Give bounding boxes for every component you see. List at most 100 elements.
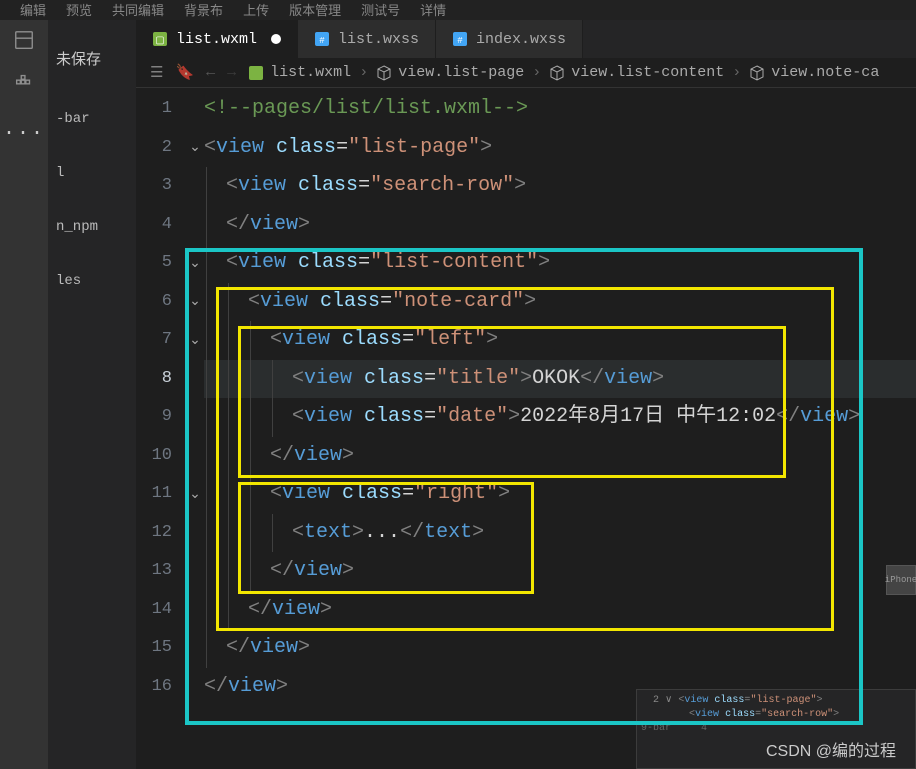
svg-text:#: #: [457, 36, 463, 46]
menu-item[interactable]: 上传: [243, 0, 269, 19]
chevron-right-icon: ›: [359, 64, 368, 81]
line-number: 14: [136, 591, 172, 630]
fold-toggle[interactable]: ⌄: [186, 283, 204, 322]
back-icon[interactable]: ←: [206, 64, 215, 81]
code-line[interactable]: <view class="left">: [204, 321, 916, 360]
code-line[interactable]: </view>: [204, 206, 916, 245]
sidebar-item[interactable]: l: [48, 161, 136, 185]
line-number: 11: [136, 475, 172, 514]
line-number: 16: [136, 668, 172, 707]
panel-icon[interactable]: [12, 28, 36, 52]
code-line[interactable]: <view class="right">: [204, 475, 916, 514]
main-area: ··· 未保存 -bar l n_npmles ▢ list.wxml # list…: [0, 20, 916, 769]
breadcrumb-bar: ☰ 🔖 ← → list.wxml › view.list-page › view.li…: [136, 58, 916, 88]
wxml-file-icon: ▢: [152, 31, 168, 47]
fold-toggle: [186, 398, 204, 437]
sidebar-header: 未保存: [48, 40, 136, 77]
fold-toggle[interactable]: ⌄: [186, 475, 204, 514]
tab-label: index.wxss: [476, 31, 566, 48]
dirty-indicator: [271, 34, 281, 44]
chevron-right-icon: ›: [532, 64, 541, 81]
fold-toggle: [186, 668, 204, 707]
menu-item[interactable]: 编辑: [20, 0, 46, 19]
menu-item[interactable]: 测试号: [361, 0, 400, 19]
forward-icon[interactable]: →: [227, 64, 236, 81]
wxss-file-icon: #: [314, 31, 330, 47]
module-icon: [549, 65, 565, 81]
fold-toggle: [186, 591, 204, 630]
line-number: 4: [136, 206, 172, 245]
tab-label: list.wxss: [338, 31, 419, 48]
code-line[interactable]: <!--pages/list/list.wxml-->: [204, 90, 916, 129]
code-line[interactable]: </view>: [204, 437, 916, 476]
breadcrumb-item[interactable]: view.note-ca: [749, 64, 879, 81]
activity-bar: ···: [0, 20, 48, 769]
more-icon[interactable]: ···: [3, 122, 45, 145]
fold-toggle: [186, 360, 204, 399]
chevron-right-icon: ›: [732, 64, 741, 81]
line-number: 8: [136, 360, 172, 399]
top-menu: 编辑 预览 共同编辑 背景布 上传 版本管理 测试号 详情: [0, 0, 916, 20]
svg-text:#: #: [319, 36, 325, 46]
module-icon: [749, 65, 765, 81]
code-content[interactable]: <!--pages/list/list.wxml--><view class="…: [204, 88, 916, 769]
tab-bar: ▢ list.wxml # list.wxss # index.wxss: [136, 20, 916, 58]
watermark: CSDN @编的过程: [766, 737, 896, 761]
docker-icon[interactable]: [12, 70, 36, 94]
line-number: 7: [136, 321, 172, 360]
code-line[interactable]: <view class="note-card">: [204, 283, 916, 322]
fold-toggle: [186, 167, 204, 206]
breadcrumb-item[interactable]: list.wxml: [248, 64, 351, 81]
line-number: 10: [136, 437, 172, 476]
menu-item[interactable]: 共同编辑: [112, 0, 164, 19]
breadcrumb[interactable]: list.wxml › view.list-page › view.list-conte…: [248, 64, 879, 81]
fold-column: ⌄⌄⌄⌄⌄: [186, 88, 204, 769]
code-line[interactable]: <view class="list-content">: [204, 244, 916, 283]
line-number: 5: [136, 244, 172, 283]
code-line[interactable]: <view class="search-row">: [204, 167, 916, 206]
sidebar-item[interactable]: les: [48, 269, 136, 293]
fold-toggle: [186, 629, 204, 668]
line-number: 3: [136, 167, 172, 206]
menu-item[interactable]: 版本管理: [289, 0, 341, 19]
fold-toggle: [186, 552, 204, 591]
sidebar-item[interactable]: n_npm: [48, 215, 136, 239]
fold-toggle[interactable]: ⌄: [186, 129, 204, 168]
device-label: iPhone: [886, 565, 916, 595]
menu-item[interactable]: 预览: [66, 0, 92, 19]
svg-text:▢: ▢: [155, 36, 164, 47]
code-line[interactable]: </view>: [204, 629, 916, 668]
tab-list.wxss[interactable]: # list.wxss: [298, 20, 436, 58]
line-number: 9: [136, 398, 172, 437]
sidebar-item[interactable]: -bar: [48, 107, 136, 131]
tab-index.wxss[interactable]: # index.wxss: [436, 20, 583, 58]
code-line[interactable]: </view>: [204, 552, 916, 591]
fold-toggle: [186, 90, 204, 129]
bookmark-icon[interactable]: 🔖: [175, 63, 194, 82]
code-editor[interactable]: 12345678910111213141516 ⌄⌄⌄⌄⌄ <!--pages/…: [136, 88, 916, 769]
breadcrumb-item[interactable]: view.list-page: [376, 64, 524, 81]
line-number: 2: [136, 129, 172, 168]
wxss-file-icon: #: [452, 31, 468, 47]
code-line[interactable]: <view class="date">2022年8月17日 中午12:02</v…: [204, 398, 916, 437]
line-number: 13: [136, 552, 172, 591]
menu-item[interactable]: 背景布: [184, 0, 223, 19]
code-line[interactable]: <view class="list-page">: [204, 129, 916, 168]
fold-toggle: [186, 206, 204, 245]
module-icon: [376, 65, 392, 81]
fold-toggle[interactable]: ⌄: [186, 321, 204, 360]
code-line[interactable]: </view>: [204, 591, 916, 630]
fold-toggle[interactable]: ⌄: [186, 244, 204, 283]
breadcrumb-item[interactable]: view.list-content: [549, 64, 724, 81]
line-number: 12: [136, 514, 172, 553]
code-line[interactable]: <view class="title">OKOK</view>: [204, 360, 916, 399]
list-icon[interactable]: ☰: [150, 63, 163, 82]
fold-toggle: [186, 514, 204, 553]
fold-toggle: [186, 437, 204, 476]
menu-item[interactable]: 详情: [420, 0, 446, 19]
line-numbers: 12345678910111213141516: [136, 88, 186, 769]
tab-list.wxml[interactable]: ▢ list.wxml: [136, 20, 298, 58]
code-line[interactable]: <text>...</text>: [204, 514, 916, 553]
line-number: 6: [136, 283, 172, 322]
wxml-file-icon: [248, 65, 264, 81]
